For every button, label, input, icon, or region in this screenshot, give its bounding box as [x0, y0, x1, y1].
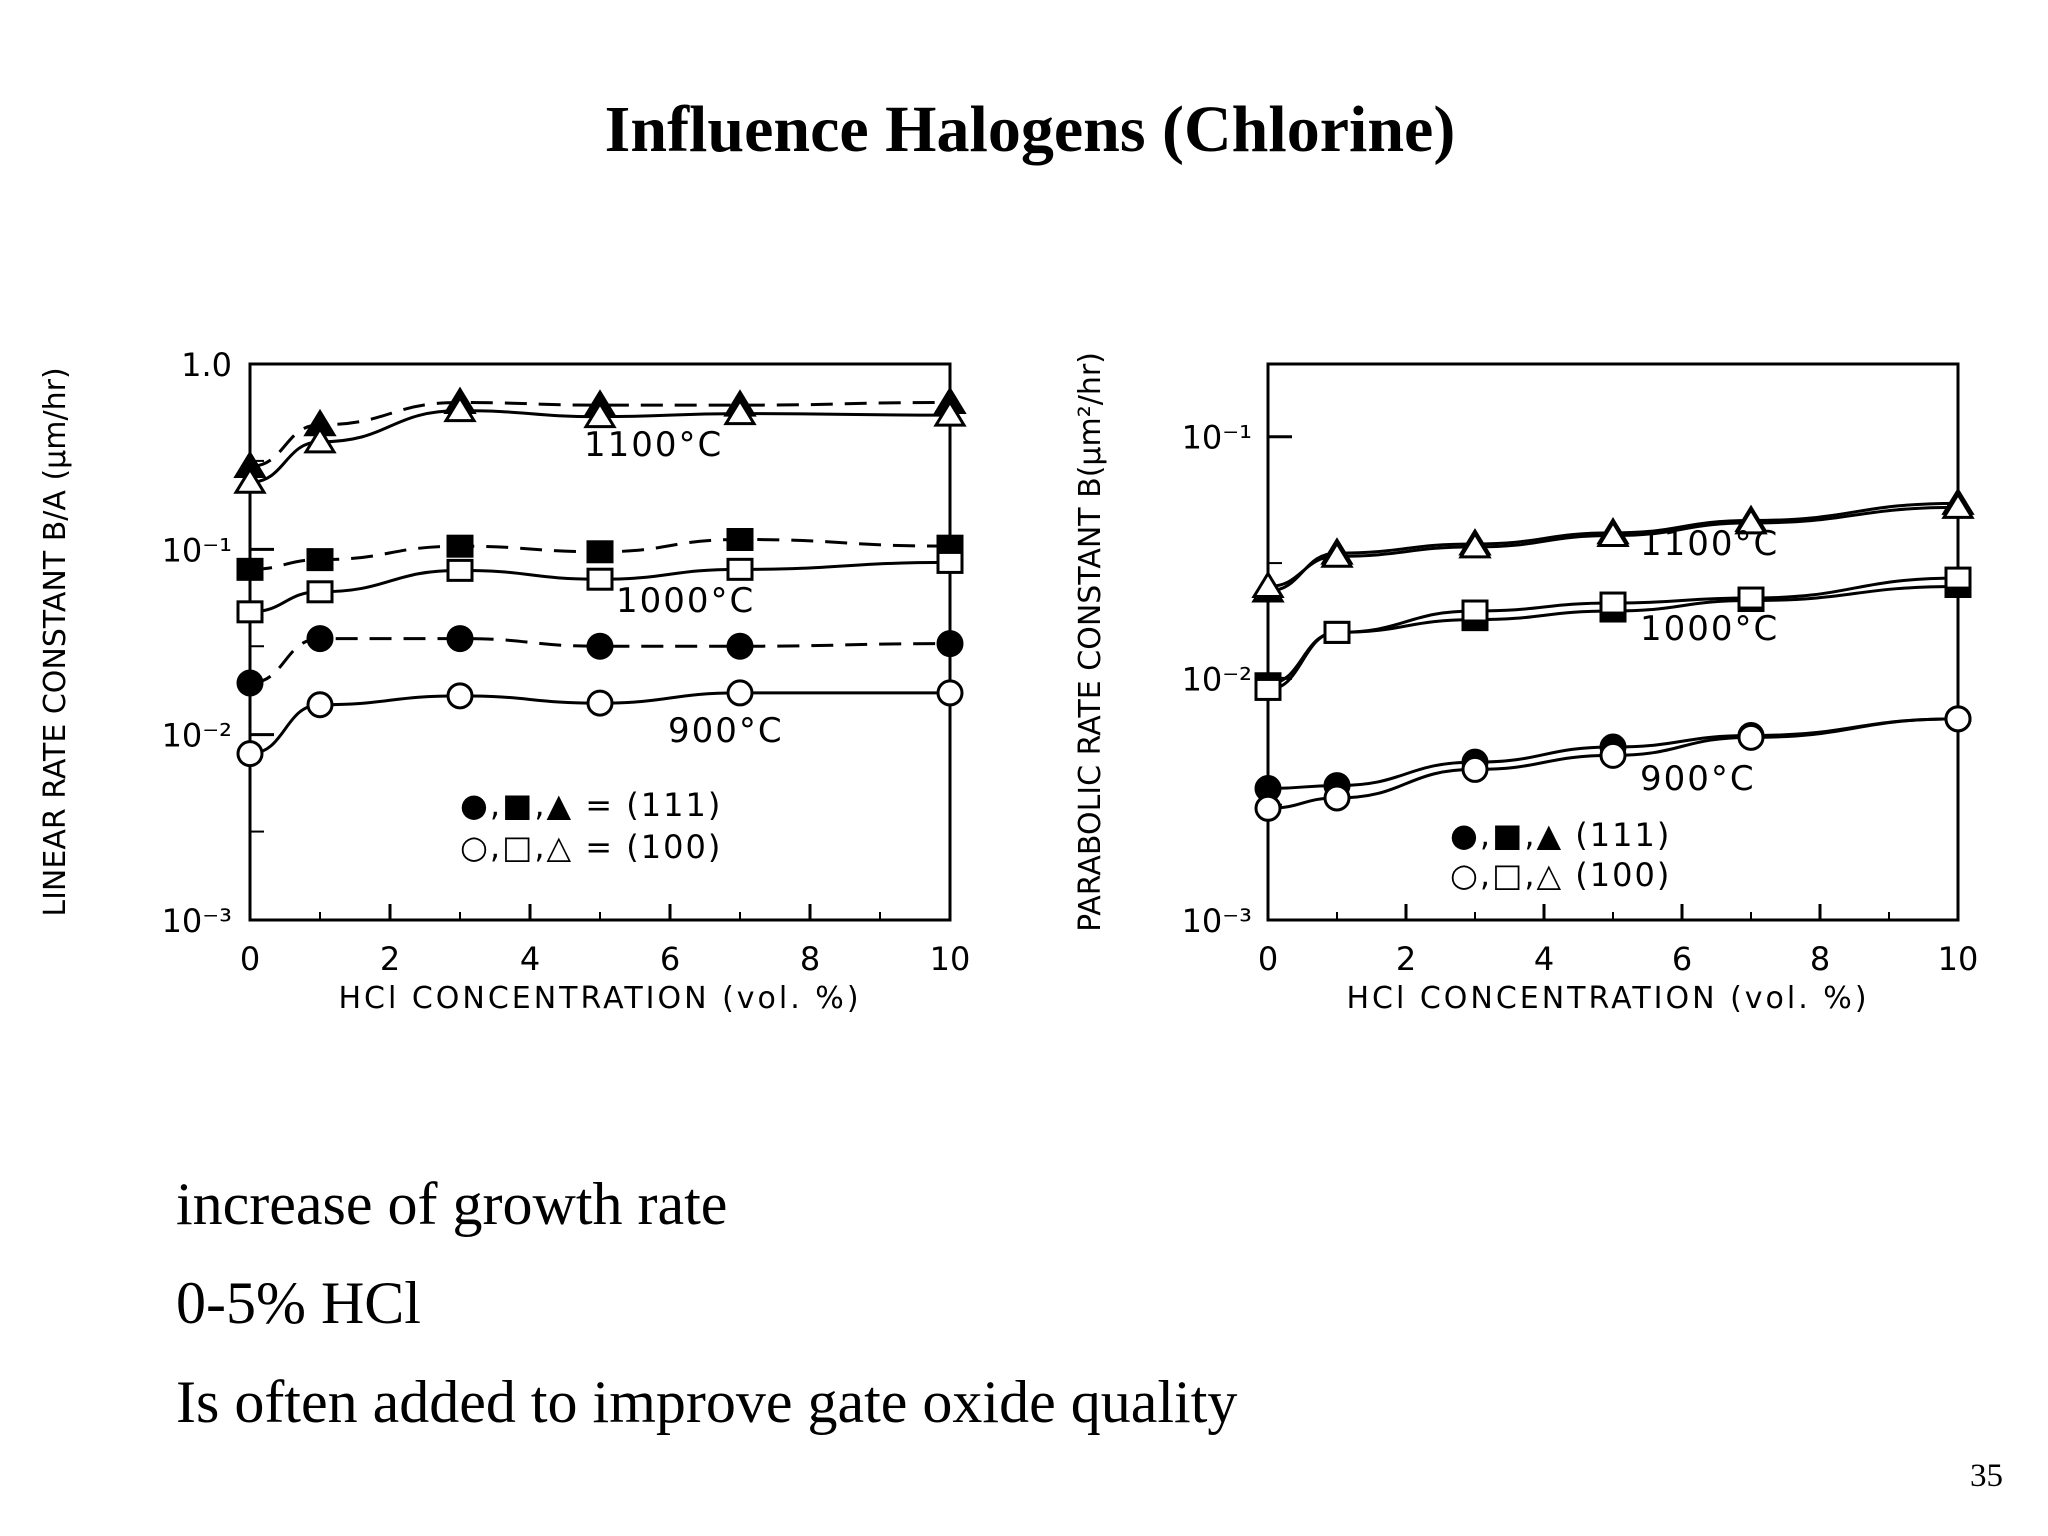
data-point [1596, 519, 1630, 548]
data-point [236, 600, 264, 624]
data-point [586, 689, 614, 717]
data-point [446, 682, 474, 710]
x-tick-label: 6 [660, 940, 680, 978]
data-point [1323, 784, 1351, 812]
data-point [936, 550, 964, 574]
curve-label: 1100°C [584, 425, 723, 465]
x-tick-label: 6 [1672, 940, 1692, 978]
data-point [446, 558, 474, 582]
curve-label: 1000°C [1640, 609, 1779, 649]
x-tick-label: 8 [1810, 940, 1830, 978]
data-point [936, 679, 964, 707]
data-point [306, 580, 334, 604]
x-tick-label: 2 [1396, 940, 1416, 978]
curve-label: 1000°C [616, 581, 755, 621]
y-tick-label: 10⁻³ [1182, 902, 1252, 940]
legend-entry: ●,■,▲ = (111) [460, 786, 722, 824]
data-point [583, 400, 617, 429]
y-axis-label: PARABOLIC RATE CONSTANT B(μm²/hr) [1073, 352, 1108, 932]
data-point [236, 669, 264, 697]
y-tick-label: 10⁻² [1182, 660, 1252, 698]
data-point [1458, 531, 1492, 559]
data-point [936, 630, 964, 658]
data-point [306, 548, 334, 572]
legend-entry: ○,□,△ (100) [1450, 856, 1671, 894]
data-point [586, 567, 614, 591]
x-axis-label: HCl CONCENTRATION (vol. %) [1346, 981, 1869, 1016]
data-point [1461, 755, 1489, 783]
legend-entry: ○,□,△ = (100) [460, 828, 722, 866]
page-number: 35 [1970, 1458, 2003, 1494]
bullet-item: increase of growth rate [176, 1171, 728, 1237]
data-point [446, 534, 474, 558]
x-tick-label: 4 [1534, 940, 1554, 978]
legend-entry: ●,■,▲ (111) [1450, 816, 1671, 854]
data-point [586, 540, 614, 564]
y-axis-label: LINEAR RATE CONSTANT B/A (μm/hr) [38, 367, 73, 916]
data-point [236, 740, 264, 768]
data-point [1251, 570, 1285, 598]
data-point [446, 625, 474, 653]
x-tick-label: 0 [240, 940, 260, 978]
chart-2: 0 2 4 6 8 10 10⁻¹ 10⁻² 10⁻³ HCl CONCENTRATION (vo… [1073, 352, 1978, 1016]
bullet-list: increase of growth rate 0-5% HCl Is ofte… [176, 1155, 1237, 1452]
x-tick-label: 10 [1938, 940, 1979, 978]
data-point [1320, 540, 1354, 568]
data-point [726, 632, 754, 660]
data-point [233, 466, 267, 494]
y-tick-label: 1.0 [181, 346, 232, 384]
y-tick-label: 10⁻¹ [1182, 419, 1252, 457]
y-tick-label: 10⁻² [162, 717, 232, 755]
bullet-item: Is often added to improve gate oxide qua… [176, 1369, 1238, 1435]
data-point [726, 557, 754, 581]
data-point [586, 632, 614, 660]
x-tick-label: 2 [380, 940, 400, 978]
x-axis-label: HCl CONCENTRATION (vol. %) [338, 981, 861, 1016]
y-tick-label: 10⁻³ [162, 902, 232, 940]
data-point [303, 425, 337, 454]
data-point [1323, 620, 1351, 644]
data-point [1944, 705, 1972, 733]
curve-label: 900°C [668, 711, 784, 751]
data-point [1737, 586, 1765, 610]
data-point [1734, 507, 1768, 535]
data-point [726, 527, 754, 551]
x-tick-label: 8 [800, 940, 820, 978]
data-point [723, 397, 757, 426]
data-point [933, 399, 967, 427]
data-point [1461, 599, 1489, 623]
data-point [1254, 677, 1282, 701]
data-point [306, 625, 334, 653]
data-point [236, 557, 264, 581]
slide-title: Influence Halogens (Chlorine) [604, 93, 1456, 166]
curve-label: 900°C [1640, 759, 1756, 799]
x-tick-label: 10 [930, 940, 971, 978]
x-tick-label: 0 [1258, 940, 1278, 978]
chart-1: 0 2 4 6 8 10 1.0 10⁻¹ 10⁻² 10⁻³ HCl CONCENTRATION … [38, 346, 970, 1016]
data-point [1941, 491, 1975, 519]
data-point [1599, 591, 1627, 615]
curve-label: 1100°C [1640, 524, 1779, 564]
data-point [1944, 566, 1972, 590]
y-tick-label: 10⁻¹ [162, 531, 232, 569]
data-point [1599, 741, 1627, 769]
data-point [726, 679, 754, 707]
data-point [1737, 723, 1765, 751]
x-tick-label: 4 [520, 940, 540, 978]
bullet-item: 0-5% HCl [176, 1270, 421, 1336]
data-point [443, 394, 477, 423]
data-point [306, 691, 334, 719]
data-point [1254, 794, 1282, 822]
